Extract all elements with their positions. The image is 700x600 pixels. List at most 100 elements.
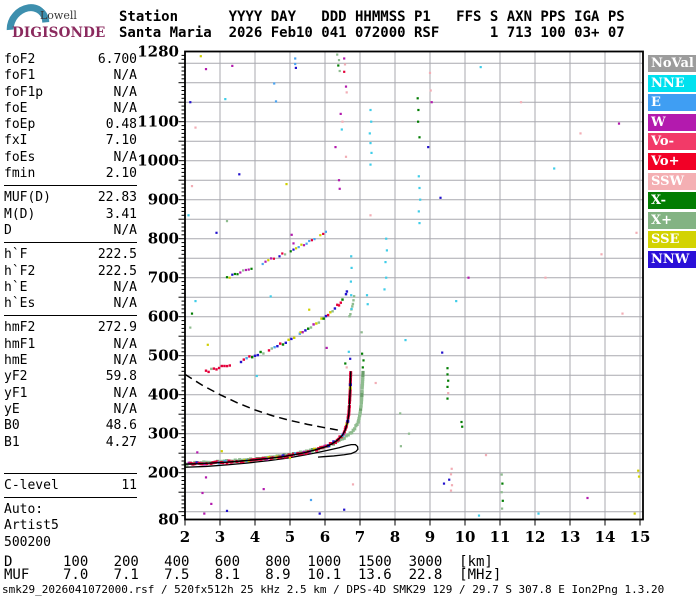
param-value: 0.48 [105,117,137,133]
param-value: N/A [113,401,137,417]
param-value: N/A [113,222,137,238]
info-text: Artist5 [4,518,59,534]
param-value: 2.10 [105,166,137,182]
x-tick-label: 14 [595,528,616,546]
param-label: foEp [4,117,36,133]
info-text: Auto: [4,502,44,518]
logo-lowell-text: Lowell [40,9,77,22]
legend-item-w: W [648,113,696,131]
artist-o-trace-line [184,371,352,465]
noise-echo-dots [187,53,641,517]
param-row-d: D N/A [4,223,137,239]
param-label: h`E [4,279,28,295]
param-label: MUF(D) [4,190,51,206]
f2-x-mode-echoes [188,370,365,466]
param-value: 3.41 [105,206,137,222]
param-row-hf2: h`F2 222.5 [4,264,137,280]
param-row-clevel: C-level 11 [4,478,137,494]
x-tick-label: 5 [285,528,295,546]
info-row: Auto: [4,502,137,518]
param-value: 4.27 [105,434,137,450]
legend-item-noval: NoVal [648,55,696,72]
panel-separator [4,472,137,474]
param-row-fof2: foF2 6.700 [4,52,137,68]
param-row-foe: foE N/A [4,101,137,117]
param-row-yf2: yF2 59.8 [4,369,137,385]
profile-hook-line [184,443,359,468]
param-label: hmF1 [4,336,36,352]
param-row-fmin: fmin 2.10 [4,166,137,182]
x-tick-label: 13 [560,528,581,546]
param-value: N/A [113,68,137,84]
param-label: D [4,222,12,238]
param-value: N/A [113,296,137,312]
header-line1: Station YYYY DAY DDD HHMMSS P1 FFS S AXN… [119,9,625,25]
info-text: 500200 [4,534,51,550]
d-distance-row: D 100 200 400 600 800 1000 1500 3000 [km… [4,554,493,570]
y-tick-label: 200 [148,464,179,482]
param-value: N/A [113,149,137,165]
param-row-hmf2: hmF2 272.9 [4,320,137,336]
param-value: 22.83 [97,190,137,206]
third-hop-echoes [225,230,327,279]
parameter-panel: foF2 6.700 foF1 N/A foF1p N/A foE N/A foEp 0.48 fx… [4,52,137,551]
x-tick-label: 12 [525,528,546,546]
y-tick-label: 1000 [137,152,179,170]
panel-separator [4,242,137,244]
param-value: N/A [113,84,137,100]
y-tick-label: 300 [148,425,179,443]
x-tick-label: 10 [455,528,476,546]
param-row-foep: foEp 0.48 [4,117,137,133]
param-label: foF1p [4,84,44,100]
legend-item-vo: Vo+ [648,152,696,170]
y-tick-label: 1100 [137,113,179,131]
param-row-hes: h`Es N/A [4,296,137,312]
info-row: 500200 [4,535,137,551]
legend-item-sse: SSE [648,231,696,249]
x-tick-label: 8 [390,528,400,546]
param-row-ye: yE N/A [4,402,137,418]
y-tick-label: 600 [148,308,179,326]
param-row-fof1: foF1 N/A [4,68,137,84]
panel-separator [4,185,137,187]
param-value: 7.10 [105,133,137,149]
legend-item-vo: Vo- [648,133,696,151]
legend-item-x: X- [648,192,696,210]
grid-lines [185,51,643,520]
f2-o-mode-echoes [183,371,353,467]
muf-row: MUF 7.0 7.1 7.5 8.1 8.9 10.1 13.6 22.8 [… [4,567,502,583]
digisonde-logo: Lowell DIGISONDE [0,0,116,57]
legend-item-x: X+ [648,211,696,229]
param-label: h`Es [4,296,36,312]
param-label: B0 [4,418,20,434]
x-tick-label: 7 [355,528,365,546]
param-label: fmin [4,166,36,182]
param-value: 59.8 [105,369,137,385]
status-line: smk29_2026041072000.rsf / 520fx512h 25 k… [2,583,665,596]
second-hop-echoes [204,290,349,374]
param-label: M(D) [4,206,36,222]
param-value: 48.6 [105,418,137,434]
param-row-hmf1: hmF1 N/A [4,337,137,353]
param-row-yf1: yF1 N/A [4,386,137,402]
param-row-fof1p: foF1p N/A [4,85,137,101]
x-tick-label: 6 [320,528,330,546]
param-label: foF2 [4,52,36,67]
param-label: hmF2 [4,320,36,336]
param-value: N/A [113,100,137,116]
y-tick-label: 400 [148,386,179,404]
second-hop-x-echoes [348,295,356,318]
y-tick-label: 500 [148,347,179,365]
param-value: 272.9 [97,320,137,336]
panel-separator [4,497,137,499]
y-tick-label: 80 [158,511,179,529]
param-label: B1 [4,434,20,450]
param-value: N/A [113,336,137,352]
param-value: 222.5 [97,247,137,263]
param-label: foF1 [4,68,36,84]
param-row-b0: B0 48.6 [4,418,137,434]
doppler-direction-legend: NoVal NNE E W Vo- Vo+ SSW X- X+ SSE NNW [648,55,696,271]
param-label: yF2 [4,369,28,385]
